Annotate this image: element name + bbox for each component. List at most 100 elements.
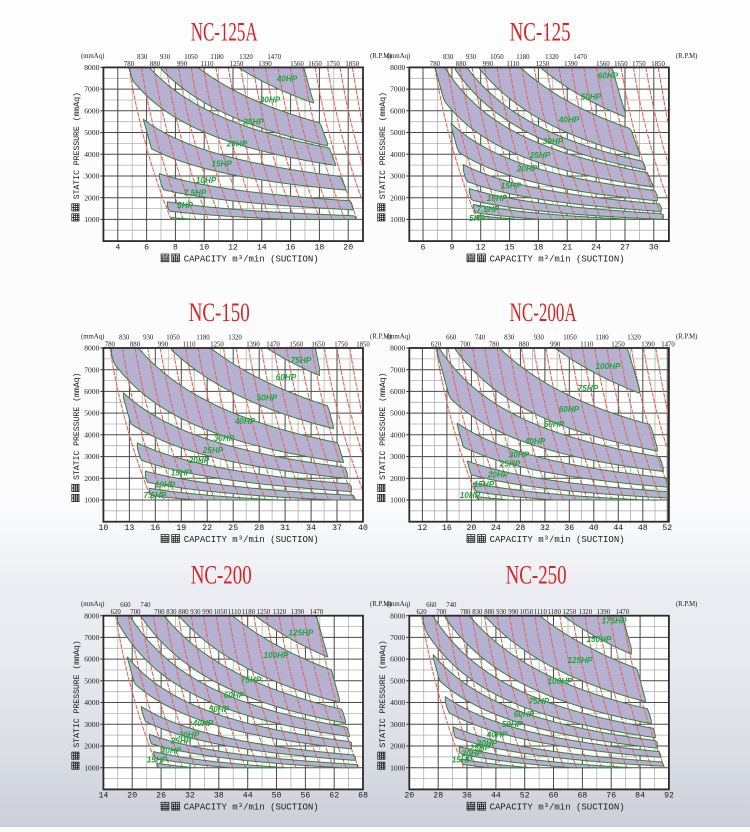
svg-text:8000: 8000 bbox=[390, 344, 405, 353]
svg-text:(mmAq): (mmAq) bbox=[387, 334, 410, 341]
svg-text:780: 780 bbox=[430, 61, 441, 68]
svg-text:16: 16 bbox=[150, 524, 160, 533]
svg-text:76: 76 bbox=[606, 792, 616, 801]
svg-text:620: 620 bbox=[111, 609, 122, 616]
svg-text:13: 13 bbox=[124, 524, 134, 533]
svg-text:930: 930 bbox=[160, 54, 171, 61]
svg-text:7000: 7000 bbox=[84, 85, 99, 94]
svg-text:NC-150: NC-150 bbox=[189, 298, 250, 327]
svg-text:3000: 3000 bbox=[84, 720, 99, 729]
svg-text:48: 48 bbox=[638, 524, 648, 533]
svg-text:27: 27 bbox=[620, 243, 630, 252]
svg-text:(R.P.M): (R.P.M) bbox=[370, 334, 392, 341]
svg-text:(R.P.M): (R.P.M) bbox=[676, 601, 698, 608]
svg-text:NC-125: NC-125 bbox=[510, 17, 571, 46]
svg-text:16: 16 bbox=[286, 243, 296, 252]
svg-text:5000: 5000 bbox=[390, 676, 405, 685]
svg-text:2000: 2000 bbox=[390, 742, 405, 751]
svg-text:24: 24 bbox=[591, 243, 601, 252]
svg-text:(R.P.M): (R.P.M) bbox=[676, 53, 698, 60]
svg-text:1000: 1000 bbox=[390, 215, 405, 224]
svg-text:1320: 1320 bbox=[579, 609, 593, 616]
svg-text:780: 780 bbox=[460, 609, 471, 616]
svg-text:620: 620 bbox=[431, 342, 442, 349]
svg-text:1320: 1320 bbox=[545, 54, 559, 61]
svg-text:44: 44 bbox=[613, 524, 623, 533]
svg-text:8000: 8000 bbox=[390, 63, 405, 72]
svg-text:880: 880 bbox=[484, 609, 495, 616]
svg-text:50HP: 50HP bbox=[544, 420, 565, 429]
svg-text:780: 780 bbox=[154, 609, 165, 616]
svg-text:26: 26 bbox=[156, 792, 166, 801]
svg-text:1110: 1110 bbox=[506, 61, 520, 68]
svg-text:1470: 1470 bbox=[310, 609, 324, 616]
svg-text:1470: 1470 bbox=[573, 54, 587, 61]
svg-text:6: 6 bbox=[421, 243, 426, 252]
svg-text:50HP: 50HP bbox=[581, 93, 602, 102]
svg-text:STATIC PRESSURE (mmAq): STATIC PRESSURE (mmAq) bbox=[378, 92, 388, 199]
svg-text:1050: 1050 bbox=[563, 335, 577, 342]
svg-text:1850: 1850 bbox=[356, 342, 370, 349]
svg-text:20HP: 20HP bbox=[516, 165, 538, 174]
svg-text:7000: 7000 bbox=[390, 85, 405, 94]
svg-text:(R.P.M): (R.P.M) bbox=[676, 334, 698, 341]
svg-text:25HP: 25HP bbox=[469, 744, 491, 753]
svg-text:12: 12 bbox=[417, 524, 427, 533]
svg-text:STATIC PRESSURE (mmAq): STATIC PRESSURE (mmAq) bbox=[72, 640, 82, 747]
svg-text:STATIC PRESSURE (mmAq): STATIC PRESSURE (mmAq) bbox=[72, 373, 82, 480]
svg-text:1650: 1650 bbox=[311, 342, 325, 349]
svg-text:880: 880 bbox=[150, 61, 161, 68]
svg-text:1250: 1250 bbox=[536, 61, 550, 68]
svg-text:125HP: 125HP bbox=[567, 656, 593, 665]
svg-text:25HP: 25HP bbox=[529, 151, 551, 160]
svg-text:4000: 4000 bbox=[84, 150, 99, 159]
svg-text:830: 830 bbox=[504, 335, 515, 342]
svg-text:1000: 1000 bbox=[84, 496, 99, 505]
svg-text:1560: 1560 bbox=[596, 61, 610, 68]
svg-text:175HP: 175HP bbox=[601, 617, 627, 626]
svg-text:3000: 3000 bbox=[84, 172, 99, 181]
svg-text:25HP: 25HP bbox=[242, 118, 264, 127]
svg-text:44: 44 bbox=[243, 792, 253, 801]
svg-text:10: 10 bbox=[98, 524, 108, 533]
svg-text:740: 740 bbox=[446, 602, 457, 609]
svg-text:37: 37 bbox=[332, 524, 342, 533]
svg-text:6000: 6000 bbox=[390, 106, 405, 115]
svg-text:CAPACITY m³/min (SUCTION): CAPACITY m³/min (SUCTION) bbox=[184, 535, 319, 545]
svg-text:1250: 1250 bbox=[210, 342, 224, 349]
svg-text:930: 930 bbox=[466, 54, 477, 61]
svg-text:1050: 1050 bbox=[520, 609, 534, 616]
svg-text:4000: 4000 bbox=[84, 430, 99, 439]
svg-text:1110: 1110 bbox=[534, 609, 548, 616]
svg-text:7.5HP: 7.5HP bbox=[184, 189, 207, 198]
svg-text:1110: 1110 bbox=[580, 342, 594, 349]
svg-text:1470: 1470 bbox=[661, 342, 675, 349]
svg-text:830: 830 bbox=[443, 54, 454, 61]
svg-text:1110: 1110 bbox=[200, 61, 214, 68]
svg-text:990: 990 bbox=[550, 342, 561, 349]
svg-text:40HP: 40HP bbox=[486, 731, 508, 740]
svg-text:2000: 2000 bbox=[84, 193, 99, 202]
svg-text:14: 14 bbox=[98, 792, 108, 801]
svg-text:1050: 1050 bbox=[214, 609, 228, 616]
svg-text:1390: 1390 bbox=[564, 61, 578, 68]
svg-text:60HP: 60HP bbox=[224, 691, 245, 700]
svg-text:1110: 1110 bbox=[228, 609, 242, 616]
svg-text:1250: 1250 bbox=[257, 609, 271, 616]
svg-text:6000: 6000 bbox=[390, 387, 405, 396]
svg-text:20HP: 20HP bbox=[160, 747, 182, 756]
svg-text:15HP: 15HP bbox=[501, 182, 522, 191]
svg-text:1180: 1180 bbox=[210, 54, 224, 61]
svg-text:5000: 5000 bbox=[390, 128, 405, 137]
svg-text:660: 660 bbox=[426, 602, 437, 609]
svg-text:84: 84 bbox=[635, 792, 645, 801]
svg-text:1470: 1470 bbox=[616, 609, 630, 616]
svg-text:20HP: 20HP bbox=[487, 471, 509, 480]
svg-text:8000: 8000 bbox=[390, 611, 405, 620]
svg-text:7.5HP: 7.5HP bbox=[477, 205, 500, 214]
svg-text:20: 20 bbox=[404, 792, 414, 801]
svg-text:CAPACITY m³/min (SUCTION): CAPACITY m³/min (SUCTION) bbox=[490, 803, 625, 813]
svg-text:1650: 1650 bbox=[614, 61, 628, 68]
svg-text:60HP: 60HP bbox=[276, 373, 297, 382]
svg-text:100HP: 100HP bbox=[263, 651, 289, 660]
